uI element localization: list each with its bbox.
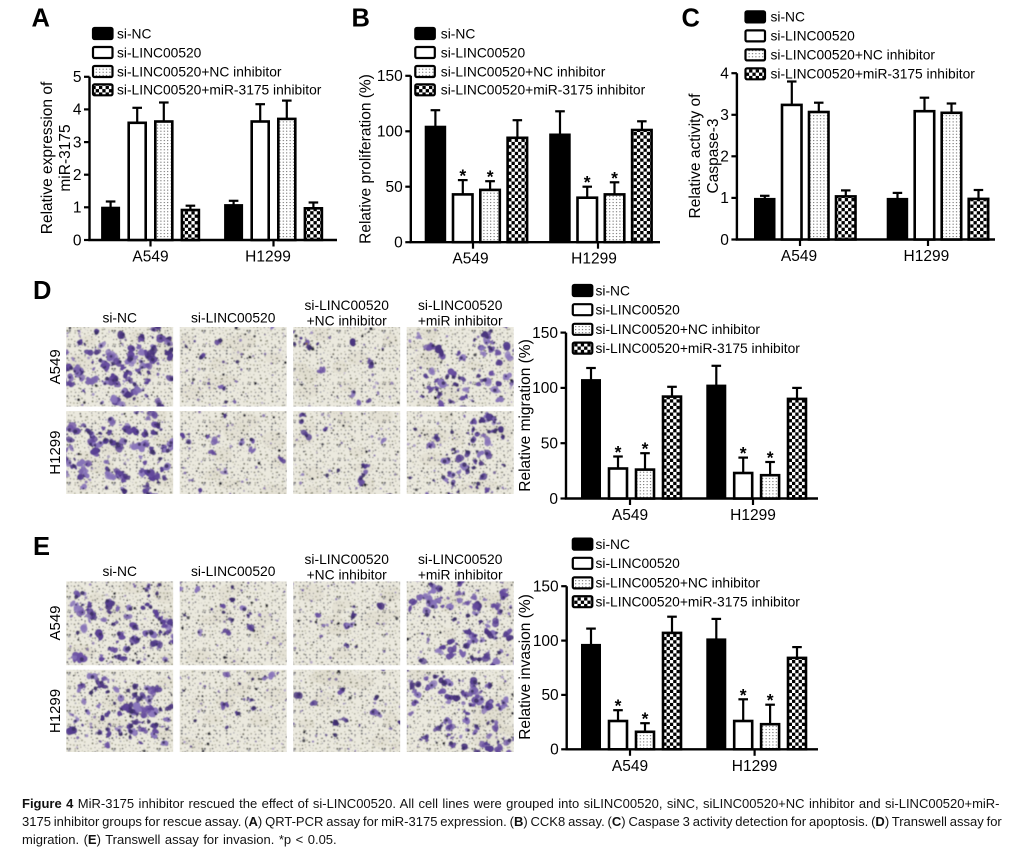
svg-text:4: 4 <box>73 102 82 119</box>
svg-text:H1299: H1299 <box>47 689 64 733</box>
svg-text:3: 3 <box>720 107 729 124</box>
svg-text:si-LINC00520: si-LINC00520 <box>441 45 526 60</box>
svg-text:3: 3 <box>73 134 82 151</box>
svg-text:si-LINC00520+NC inhibitor: si-LINC00520+NC inhibitor <box>117 64 282 79</box>
svg-text:A549: A549 <box>612 507 648 524</box>
svg-text:si-LINC00520: si-LINC00520 <box>418 298 503 313</box>
svg-text:0: 0 <box>720 232 729 249</box>
svg-text:50: 50 <box>541 687 559 704</box>
svg-text:si-NC: si-NC <box>771 10 806 25</box>
svg-text:0: 0 <box>73 232 82 249</box>
svg-text:Relative expression of: Relative expression of <box>39 81 56 234</box>
svg-text:*: * <box>611 168 618 188</box>
svg-text:H1299: H1299 <box>730 507 776 524</box>
svg-text:1: 1 <box>73 200 82 217</box>
svg-text:si-NC: si-NC <box>102 311 137 326</box>
svg-text:si-LINC00520: si-LINC00520 <box>191 311 276 326</box>
svg-text:0: 0 <box>394 235 403 252</box>
svg-text:1: 1 <box>720 190 729 207</box>
svg-text:H1299: H1299 <box>732 758 778 775</box>
svg-text:150: 150 <box>532 325 558 342</box>
svg-text:si-NC: si-NC <box>102 564 137 579</box>
svg-text:si-LINC00520: si-LINC00520 <box>305 298 390 313</box>
svg-text:4: 4 <box>720 66 729 83</box>
svg-text:A549: A549 <box>781 248 817 265</box>
svg-text:*: * <box>615 696 622 716</box>
svg-text:*: * <box>740 685 747 705</box>
svg-text:*: * <box>767 448 774 468</box>
svg-text:si-LINC00520: si-LINC00520 <box>596 303 681 318</box>
svg-text:+miR inhibitor: +miR inhibitor <box>418 314 503 329</box>
svg-text:si-LINC00520+miR-3175 inhibito: si-LINC00520+miR-3175 inhibitor <box>441 83 646 98</box>
svg-text:si-LINC00520+miR-3175 inhibito: si-LINC00520+miR-3175 inhibitor <box>117 83 322 98</box>
svg-text:B: B <box>352 5 370 33</box>
svg-text:miR-3175: miR-3175 <box>57 124 74 191</box>
svg-text:100: 100 <box>377 124 403 141</box>
svg-text:D: D <box>33 277 51 305</box>
svg-text:H1299: H1299 <box>904 248 950 265</box>
svg-text:+NC inhibitor: +NC inhibitor <box>307 568 388 583</box>
svg-text:si-LINC00520: si-LINC00520 <box>418 552 503 567</box>
svg-text:si-NC: si-NC <box>596 537 631 552</box>
svg-text:*: * <box>642 439 649 459</box>
svg-text:A549: A549 <box>612 758 648 775</box>
svg-text:0: 0 <box>549 491 558 508</box>
svg-text:si-NC: si-NC <box>596 283 631 298</box>
svg-text:50: 50 <box>386 179 404 196</box>
svg-text:150: 150 <box>377 68 403 85</box>
svg-text:si-NC: si-NC <box>441 26 476 41</box>
svg-text:*: * <box>615 442 622 462</box>
svg-text:si-LINC00520: si-LINC00520 <box>117 45 202 60</box>
svg-text:*: * <box>584 172 591 192</box>
svg-text:A549: A549 <box>132 249 168 266</box>
svg-text:H1299: H1299 <box>47 430 64 474</box>
svg-text:Relative invasion (%): Relative invasion (%) <box>517 594 534 740</box>
svg-text:150: 150 <box>533 579 559 596</box>
svg-text:H1299: H1299 <box>245 249 291 266</box>
svg-text:si-LINC00520+miR-3175 inhibito: si-LINC00520+miR-3175 inhibitor <box>771 67 976 82</box>
svg-text:H1299: H1299 <box>571 251 617 268</box>
svg-text:A: A <box>32 5 50 33</box>
svg-text:*: * <box>459 166 466 186</box>
svg-text:si-LINC00520: si-LINC00520 <box>191 564 276 579</box>
svg-text:E: E <box>33 533 50 561</box>
svg-text:C: C <box>682 5 700 33</box>
svg-text:si-LINC00520: si-LINC00520 <box>596 556 681 571</box>
svg-text:si-LINC00520: si-LINC00520 <box>771 29 856 44</box>
svg-text:*: * <box>487 167 494 187</box>
svg-text:100: 100 <box>533 633 559 650</box>
svg-text:si-LINC00520+NC inhibitor: si-LINC00520+NC inhibitor <box>441 64 606 79</box>
svg-text:si-LINC00520+miR-3175 inhibito: si-LINC00520+miR-3175 inhibitor <box>596 595 801 610</box>
svg-text:2: 2 <box>720 149 729 166</box>
svg-text:Relative migration (%): Relative migration (%) <box>517 339 534 491</box>
svg-text:+miR inhibitor: +miR inhibitor <box>418 568 503 583</box>
svg-text:+NC inhibitor: +NC inhibitor <box>307 314 388 329</box>
svg-text:*: * <box>740 443 747 463</box>
svg-text:si-LINC00520+NC inhibitor: si-LINC00520+NC inhibitor <box>771 48 936 63</box>
svg-text:Relative proliferation (%): Relative proliferation (%) <box>357 74 374 244</box>
svg-text:si-NC: si-NC <box>117 26 152 41</box>
svg-text:5: 5 <box>73 69 82 86</box>
svg-text:si-LINC00520+miR-3175 inhibito: si-LINC00520+miR-3175 inhibitor <box>596 341 801 356</box>
svg-text:100: 100 <box>532 380 558 397</box>
svg-text:si-LINC00520+NC inhibitor: si-LINC00520+NC inhibitor <box>596 576 761 591</box>
svg-text:si-LINC00520: si-LINC00520 <box>305 552 390 567</box>
svg-text:A549: A549 <box>47 605 64 640</box>
svg-text:*: * <box>642 709 649 729</box>
svg-text:Caspase-3: Caspase-3 <box>705 119 722 194</box>
svg-text:A549: A549 <box>452 251 488 268</box>
svg-text:A549: A549 <box>47 349 64 384</box>
svg-text:50: 50 <box>541 436 559 453</box>
svg-text:*: * <box>767 690 774 710</box>
svg-text:Relative activity of: Relative activity of <box>687 93 704 219</box>
svg-text:si-LINC00520+NC inhibitor: si-LINC00520+NC inhibitor <box>596 322 761 337</box>
svg-text:2: 2 <box>73 167 82 184</box>
svg-text:0: 0 <box>550 742 559 759</box>
